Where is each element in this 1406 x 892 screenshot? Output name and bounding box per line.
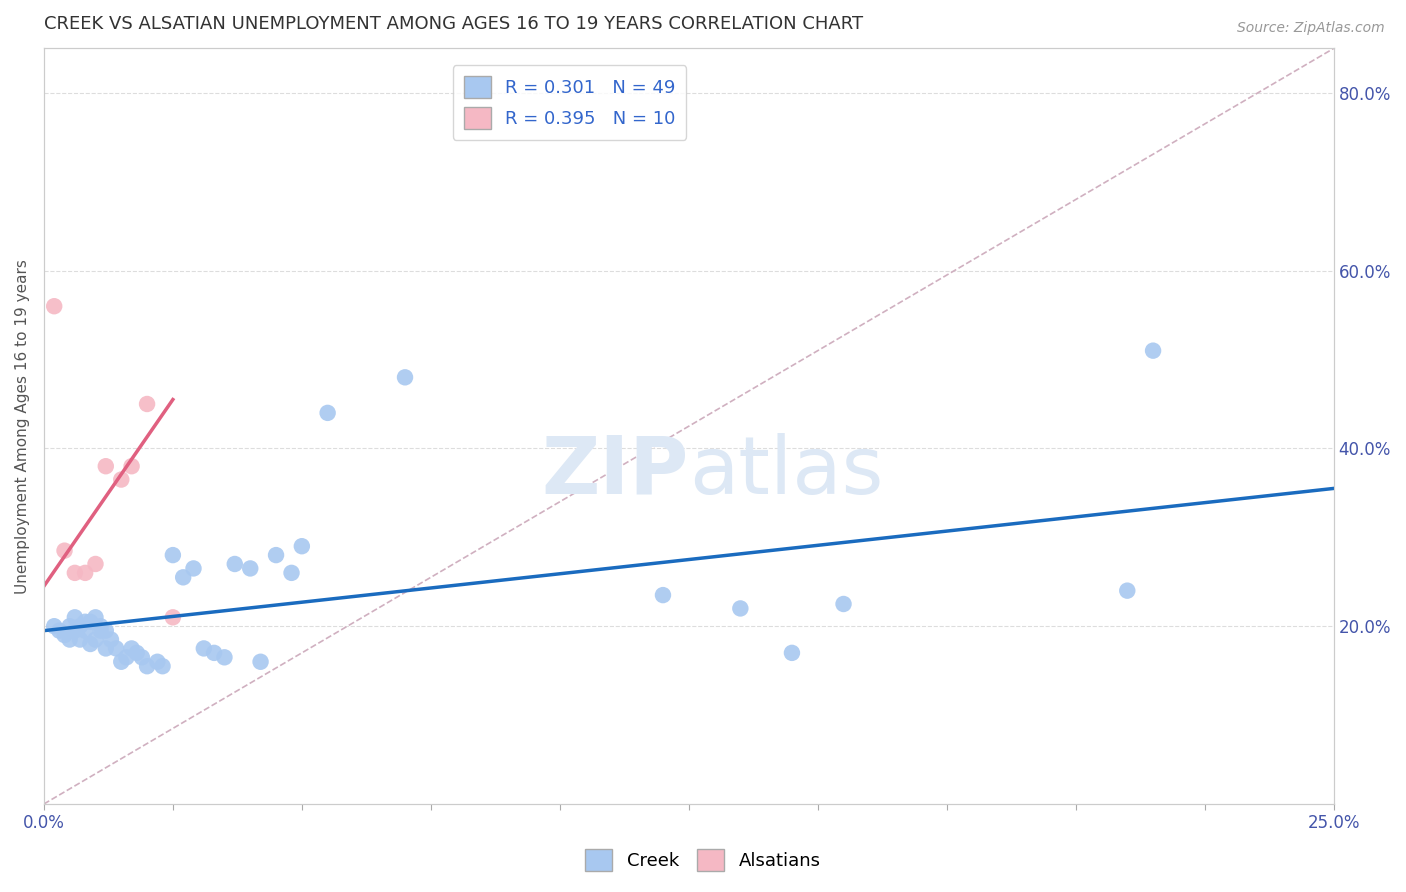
Point (84, 557, 107, 571)
Point (63, 624, 86, 638)
Point (832, 597, 855, 611)
Point (264, 548, 287, 562)
Point (63, 610, 86, 624)
Point (121, 459, 143, 474)
Point (249, 655, 271, 669)
Point (69, 619, 91, 633)
Point (94, 641, 117, 656)
Point (90, 624, 112, 638)
Point (652, 588, 675, 602)
Point (53, 628, 76, 642)
Text: ZIP: ZIP (541, 433, 689, 510)
Point (214, 650, 236, 665)
Point (316, 406, 339, 420)
Point (69, 632, 91, 647)
Point (94, 624, 117, 638)
Point (780, 646, 803, 660)
Point (280, 566, 302, 580)
Point (63, 566, 86, 580)
Point (79, 615, 101, 629)
Point (59, 619, 82, 633)
Text: atlas: atlas (689, 433, 883, 510)
Point (239, 561, 262, 575)
Point (131, 650, 153, 665)
Point (75, 566, 97, 580)
Point (90, 619, 112, 633)
Point (136, 397, 159, 411)
Point (172, 570, 194, 584)
Point (84, 632, 107, 647)
Point (224, 557, 246, 571)
Point (75, 624, 97, 638)
Point (202, 646, 225, 660)
Point (162, 548, 184, 562)
Point (105, 641, 128, 656)
Point (1116, 583, 1139, 598)
Point (730, 601, 752, 615)
Point (48, 624, 70, 638)
Point (162, 610, 184, 624)
Point (110, 473, 132, 487)
Point (183, 561, 205, 575)
Point (44, 619, 66, 633)
Point (291, 539, 314, 553)
Point (1142, 343, 1164, 358)
Point (94, 459, 117, 474)
Point (152, 659, 174, 673)
Point (115, 650, 138, 665)
Point (193, 641, 215, 656)
Point (79, 637, 101, 651)
Y-axis label: Unemployment Among Ages 16 to 19 years: Unemployment Among Ages 16 to 19 years (15, 259, 30, 594)
Point (75, 615, 97, 629)
Point (59, 632, 82, 647)
Point (110, 655, 132, 669)
Point (121, 641, 143, 656)
Legend: R = 0.301   N = 49, R = 0.395   N = 10: R = 0.301 N = 49, R = 0.395 N = 10 (453, 65, 686, 140)
Point (100, 632, 122, 647)
Point (44, 299, 66, 313)
Legend: Creek, Alsatians: Creek, Alsatians (578, 842, 828, 879)
Text: Source: ZipAtlas.com: Source: ZipAtlas.com (1237, 21, 1385, 35)
Point (84, 610, 107, 624)
Text: CREEK VS ALSATIAN UNEMPLOYMENT AMONG AGES 16 TO 19 YEARS CORRELATION CHART: CREEK VS ALSATIAN UNEMPLOYMENT AMONG AGE… (44, 15, 863, 33)
Point (146, 655, 169, 669)
Point (53, 543, 76, 558)
Point (125, 646, 148, 660)
Point (394, 370, 416, 384)
Point (136, 659, 159, 673)
